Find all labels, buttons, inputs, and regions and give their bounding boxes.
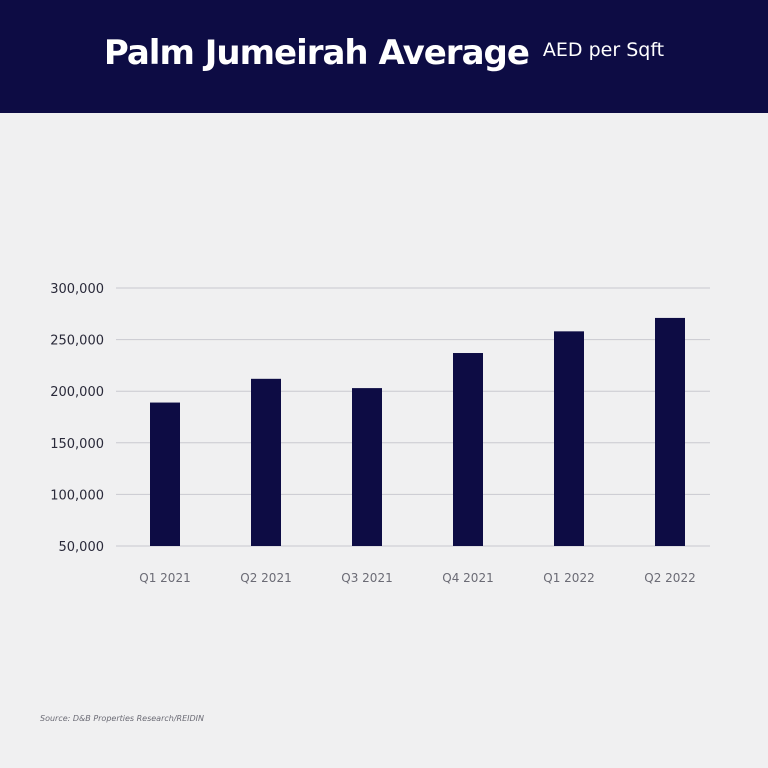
x-tick-label: Q1 2021 [139, 571, 190, 585]
y-tick-label: 300,000 [50, 282, 104, 297]
x-tick-label: Q2 2022 [644, 571, 695, 585]
x-tick-label: Q3 2021 [341, 571, 392, 585]
y-axis-ticks: 50,000 100,000 150,000 200,000 250,000 300,00… [50, 282, 104, 555]
bar [453, 353, 483, 546]
x-axis-ticks: Q1 2021 Q2 2021 Q3 2021 Q4 2021 Q1 2022 Q2 20… [139, 571, 695, 585]
bars [150, 317, 685, 546]
x-tick-label: Q2 2021 [240, 571, 291, 585]
bar [352, 388, 382, 546]
bar [554, 331, 584, 546]
x-tick-label: Q1 2022 [543, 571, 594, 585]
chart-title: Palm Jumeirah Average [103, 32, 530, 73]
header-banner: Palm Jumeirah Average AED per Sqft [0, 0, 768, 113]
y-tick-label: 100,000 [50, 488, 104, 503]
chart-subtitle: AED per Sqft [542, 38, 665, 61]
bar [150, 402, 180, 546]
title-group: Palm Jumeirah Average AED per Sqft [104, 33, 664, 73]
bar [655, 317, 685, 546]
y-tick-label: 250,000 [50, 334, 104, 349]
x-tick-label: Q4 2021 [442, 571, 493, 585]
bar [251, 378, 281, 546]
y-tick-label: 50,000 [59, 540, 105, 555]
y-tick-label: 150,000 [50, 437, 104, 452]
source-note: Source: D&B Properties Research/REIDIN [40, 714, 205, 723]
grid-lines [116, 287, 710, 547]
y-tick-label: 200,000 [50, 385, 104, 400]
